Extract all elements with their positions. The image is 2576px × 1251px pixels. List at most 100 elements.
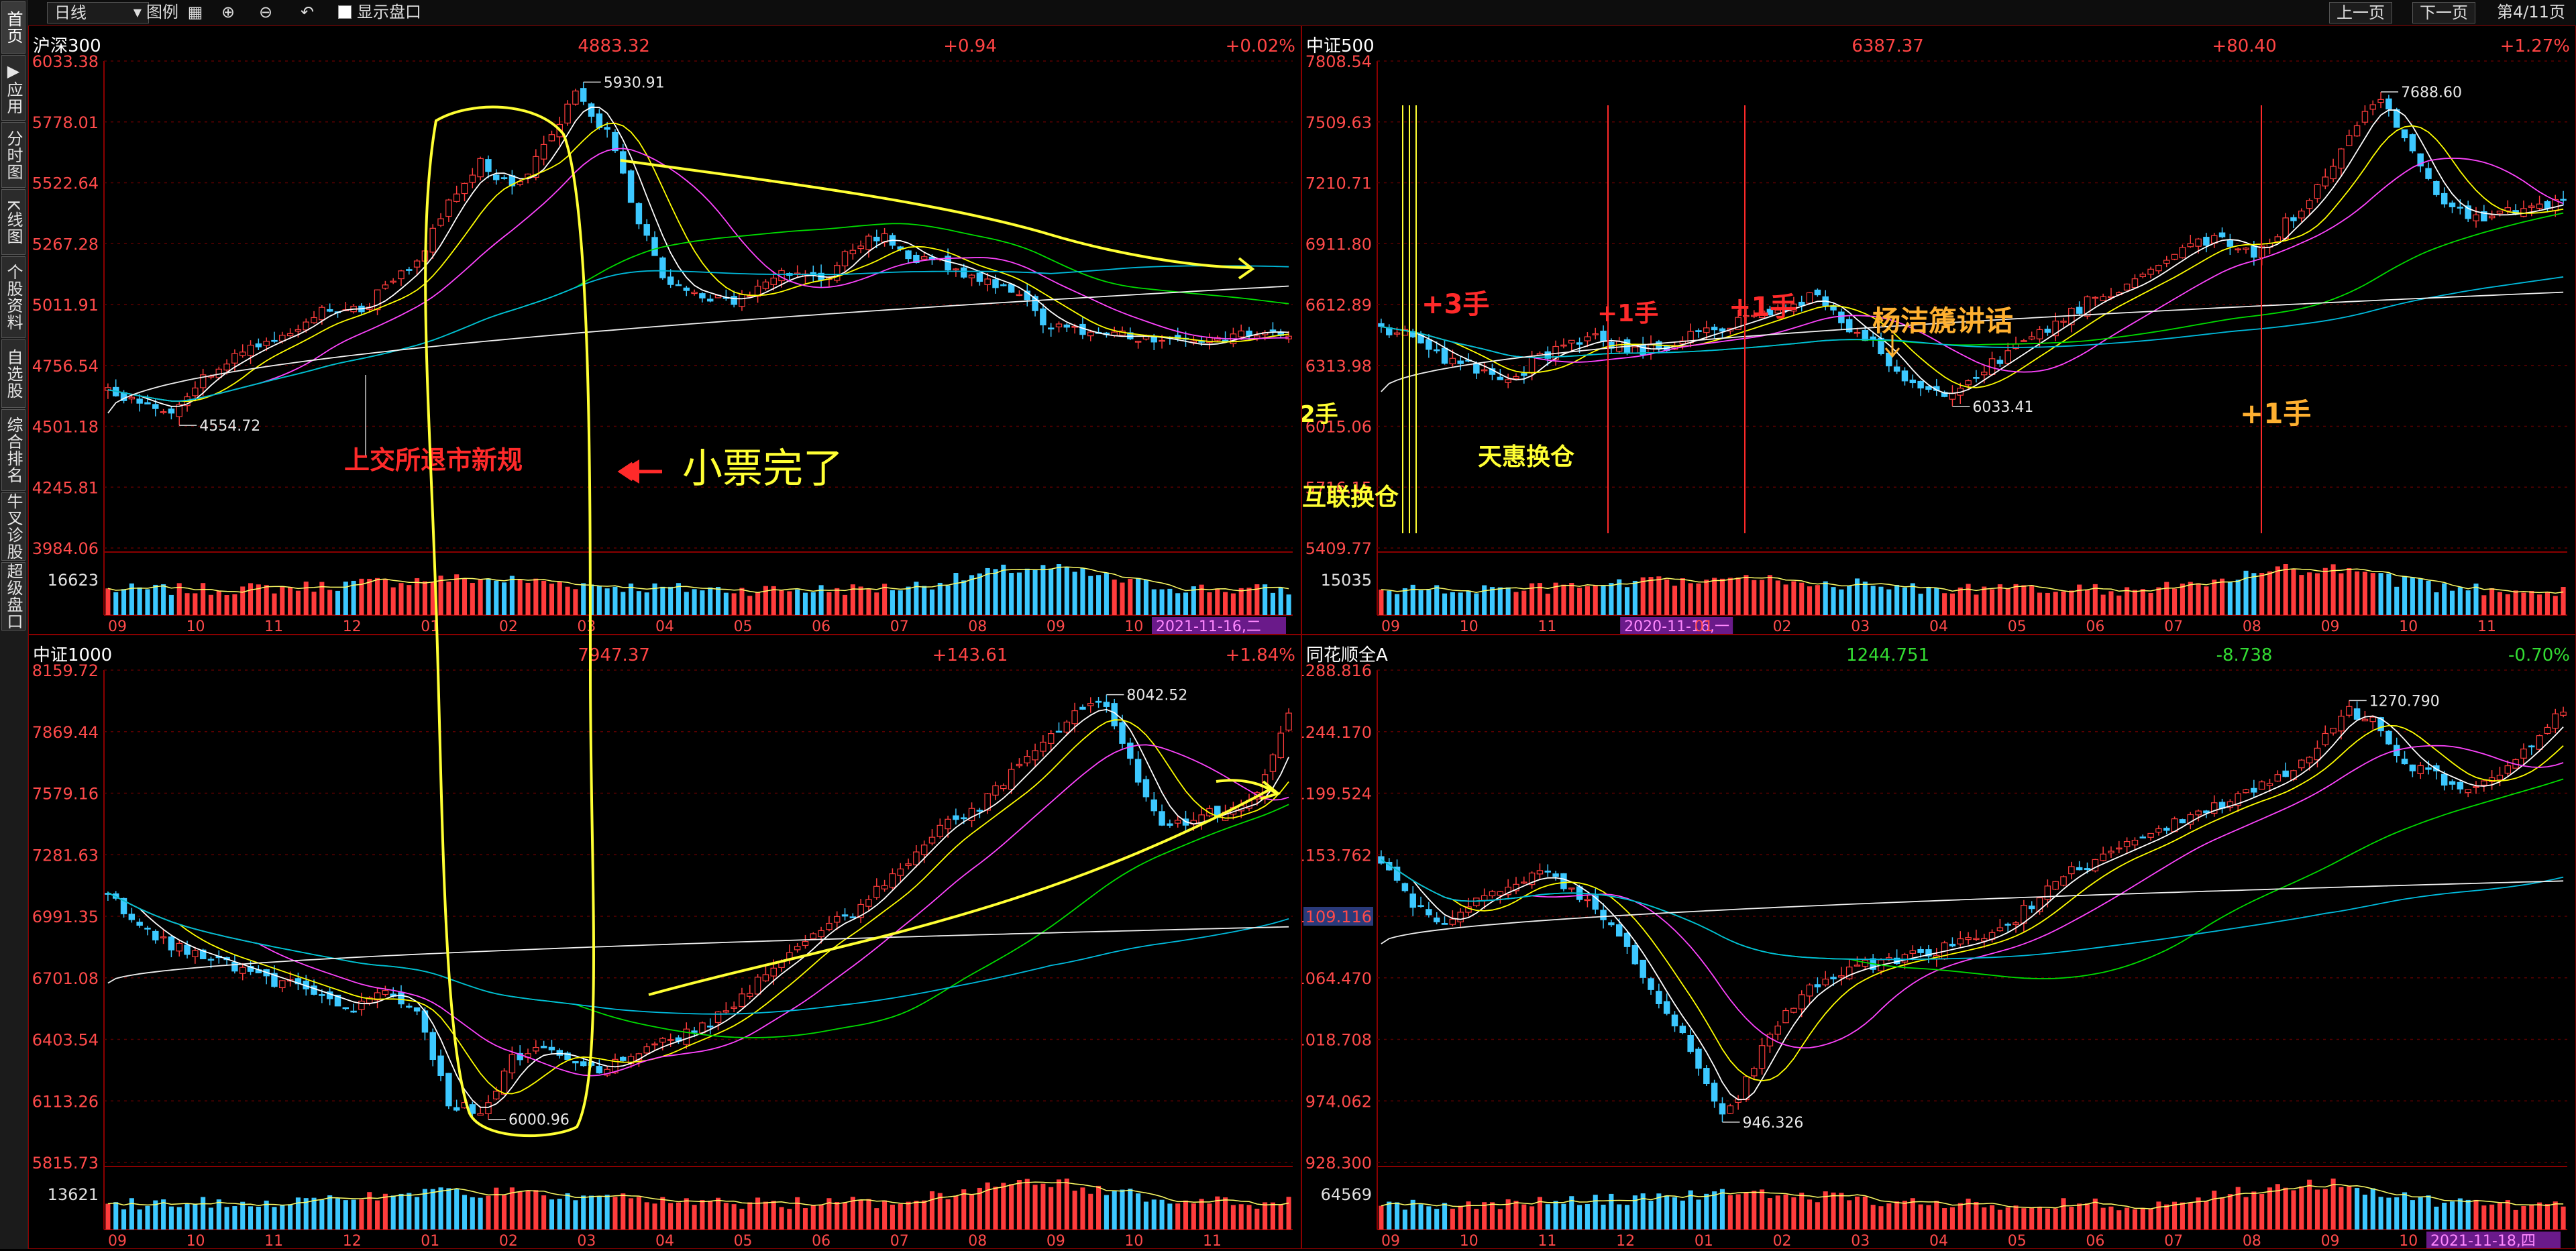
candle [2361,105,2369,125]
x-tick-label: 09 [108,1233,127,1248]
sidebar-tab-4[interactable]: 个股资料 [1,256,25,338]
volume-bar [2339,573,2344,615]
chart-svg[interactable]: 中证1000 7947.37 +143.61 +1.84% 8159.72 7869.44… [29,635,1301,1250]
volume-bar [494,580,499,615]
candle [144,394,151,404]
candle [1814,288,1821,297]
volume-bar [557,1199,562,1230]
low-marker: 946.326 [1722,1115,1803,1132]
volume-bar [1254,584,1260,615]
volume-bar [922,586,927,615]
candle [406,1003,413,1009]
volume-bar [1120,1189,1125,1230]
candle [2457,199,2464,215]
x-tick-label: 10 [1460,1233,1479,1248]
next-page-button[interactable]: 下一页 [2412,2,2475,23]
volume-bar [2275,566,2280,615]
volume-bar [692,589,697,615]
volume-bar [129,1198,134,1230]
volume-bar [1049,1187,1054,1230]
candle [2409,133,2416,154]
sidebar-tab-0[interactable]: 首页 [1,1,25,54]
candle [604,1067,610,1077]
y-tick-label: 7869.44 [32,723,99,742]
volume-bar [874,592,879,615]
volume-bar [176,583,182,615]
chart-panel-zz1000[interactable]: 中证1000 7947.37 +143.61 +1.84% 8159.72 7869.44… [28,635,1301,1250]
sidebar-tab-3[interactable]: K线图 [1,189,25,255]
volume-bar [232,594,237,615]
volume-bar [1585,586,1590,615]
candle [2044,325,2051,336]
candle [810,932,817,939]
volume-bar [1286,1197,1291,1230]
period-select[interactable]: 日线 ▼ [47,2,149,23]
chart-svg[interactable]: 沪深300 4883.32 +0.94 +0.02% 6033.38 5778.01 552… [29,26,1301,635]
volume-bar [708,587,713,615]
x-tick-label: 12 [343,1233,362,1248]
prev-page-button[interactable]: 上一页 [2329,2,2392,23]
volume-bar [193,1204,198,1230]
volume-bar [1286,594,1291,615]
sidebar-tab-5[interactable]: 自选股 [1,339,25,408]
volume-bar [1379,590,1384,615]
volume-bar [1238,588,1244,615]
candle [453,185,460,203]
index-change-pct: +1.84% [1226,645,1295,665]
candle [374,987,381,1009]
x-tick-label: 12 [343,618,362,634]
volume-bar [1601,585,1606,615]
zoom-in-icon[interactable]: ⊕ [221,3,235,21]
candle [112,379,119,397]
volume-bar [2465,590,2471,615]
volume-bar [208,594,214,615]
volume-bar [676,583,682,615]
volume-bar [2092,1198,2098,1230]
low-marker: 4554.72 [179,418,260,435]
volume-bar [866,589,871,615]
sidebar-tab-6[interactable]: 综合排名 [1,409,25,491]
volume-bar [700,1199,705,1230]
volume-bar [1426,1206,1432,1230]
candle [461,182,468,202]
candle [500,1068,508,1095]
zoom-out-icon[interactable]: ⊖ [259,3,273,21]
sidebar-tab-7[interactable]: 牛叉诊股 [1,492,25,561]
volume-bar [2362,1195,2367,1230]
ma-line-10 [1381,724,2564,1082]
chart-panel-zz500[interactable]: 中证500 6387.37 +80.40 +1.27% 7808.54 7509.63 72… [1299,25,2576,635]
x-tick-label: 07 [890,1233,909,1248]
volume-bar [2108,1206,2114,1230]
volume-bar [1735,1194,1741,1230]
candle [2536,734,2543,753]
candle [2203,233,2210,253]
chart-svg[interactable]: 同花顺全A 1244.751 -8.738 -0.70% 1288.816 1244.17… [1295,635,2575,1250]
svg-text:1270.790: 1270.790 [2369,693,2440,710]
x-tick-label: 04 [655,1233,674,1248]
volume-bar [1688,1190,1693,1230]
chart-panel-ths[interactable]: 同花顺全A 1244.751 -8.738 -0.70% 1288.816 1244.17… [1295,635,2576,1250]
candle [445,1073,452,1109]
legend-button[interactable]: 图例 ▦ [146,2,203,22]
volume-bar [2140,1207,2145,1230]
candle [722,1002,730,1015]
checkbox[interactable] [338,5,352,19]
volume-bar [1974,1202,1979,1230]
volume-bar [2204,1201,2209,1230]
x-tick-label: 01 [1695,618,1713,634]
sidebar-tab-2[interactable]: 分时图 [1,122,25,188]
show-order-book-toggle[interactable]: 显示盘口 [338,2,421,22]
ma-line-250 [1381,880,2564,944]
volume-bar [961,580,967,615]
y-tick-label: 1109.116 [1302,908,1372,926]
sidebar-tab-8[interactable]: 超级盘口 [1,562,25,631]
volume-bar [2283,1187,2288,1230]
sidebar-tab-1[interactable]: ▶应用 [1,55,25,121]
panel-header: 中证500 6387.37 +80.40 +1.27% [1306,36,2570,56]
undo-icon[interactable]: ↶ [301,3,315,21]
candle [2179,818,2186,824]
x-tick-label: 08 [968,618,987,634]
candle [1687,1029,1694,1054]
chart-panel-hs300[interactable]: 沪深300 4883.32 +0.94 +0.02% 6033.38 5778.01 552… [28,25,1301,635]
chart-svg[interactable]: 中证500 6387.37 +80.40 +1.27% 7808.54 7509.63 72… [1299,26,2575,635]
